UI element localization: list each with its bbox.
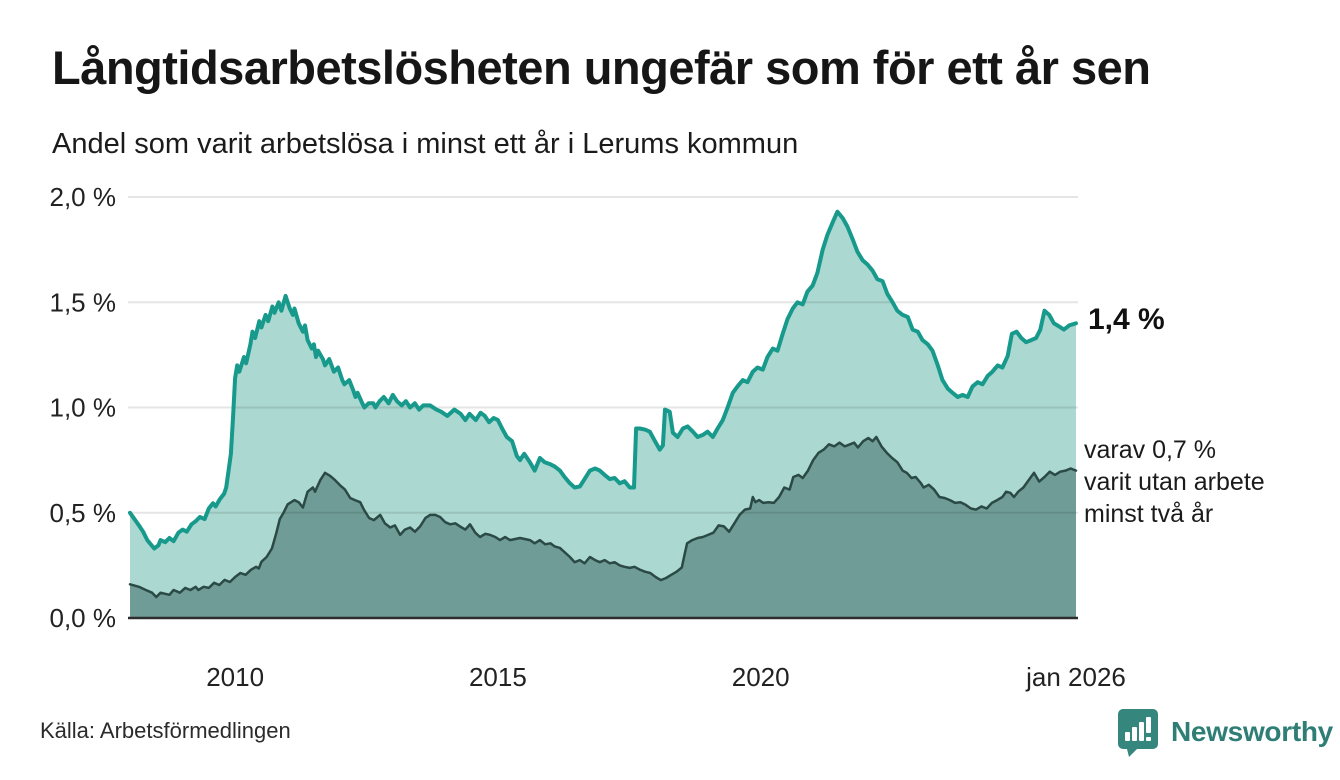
x-tick-label: 2015	[469, 662, 527, 692]
y-tick-label: 0,0 %	[50, 603, 117, 633]
y-tick-label: 1,5 %	[50, 287, 117, 317]
newsworthy-logo-text: Newsworthy	[1171, 716, 1333, 747]
area-series-2	[130, 437, 1076, 618]
line-series-1	[128, 209, 1078, 551]
page-title: Långtidsarbetslösheten ungefär som för e…	[52, 41, 1151, 94]
newsworthy-logo-icon	[1118, 709, 1158, 757]
chart-subtitle: Andel som varit arbetslösa i minst ett å…	[52, 128, 799, 160]
x-tick-label: 2020	[732, 662, 790, 692]
annotation-line-2: varit utan arbete	[1084, 467, 1265, 496]
annotation-two-year-share: varav 0,7 % varit utan arbete minst två …	[1084, 434, 1265, 530]
y-tick-label: 2,0 %	[50, 182, 117, 212]
annotation-line-1: varav 0,7 %	[1084, 435, 1217, 464]
x-tick-label: 2010	[206, 662, 264, 692]
annotation-line-3: minst två år	[1084, 499, 1214, 528]
y-tick-label: 0,5 %	[50, 498, 117, 528]
newsworthy-logo: Newsworthy	[1115, 706, 1333, 758]
line-series-2	[128, 435, 1078, 599]
source-credit: Källa: Arbetsförmedlingen	[40, 718, 291, 743]
y-tick-label: 1,0 %	[50, 393, 117, 423]
annotation-latest-text: 1,4 %	[1088, 303, 1165, 337]
x-tick-label: jan 2026	[1025, 662, 1126, 692]
annotation-latest-value: 1,4 %	[1088, 303, 1165, 337]
